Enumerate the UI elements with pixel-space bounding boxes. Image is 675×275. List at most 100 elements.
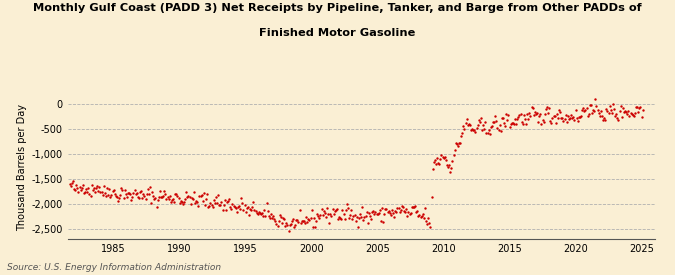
Point (450, 141, 461, 145)
Point (284, 223, 295, 227)
Point (227, 201, 238, 206)
Point (135, 190, 146, 194)
Point (248, 200, 259, 204)
Point (349, 213, 360, 217)
Point (319, 209, 329, 214)
Point (497, 115, 508, 120)
Point (206, 202, 217, 207)
Point (591, 103, 602, 108)
Point (588, 108, 599, 112)
Point (568, 115, 578, 119)
Point (317, 212, 328, 217)
Point (129, 188, 140, 192)
Point (478, 123, 489, 127)
Point (546, 121, 557, 126)
Point (103, 193, 113, 197)
Point (351, 214, 362, 219)
Point (602, 109, 613, 113)
Point (258, 214, 269, 218)
Point (510, 117, 520, 121)
Point (124, 191, 134, 195)
Point (493, 128, 504, 132)
Point (364, 214, 375, 219)
Point (569, 118, 580, 123)
Point (218, 203, 229, 207)
Point (600, 118, 611, 122)
Point (456, 134, 466, 138)
Point (562, 120, 572, 125)
Point (250, 209, 261, 214)
Point (551, 112, 562, 116)
Point (469, 128, 480, 132)
Point (132, 194, 143, 199)
Point (111, 194, 122, 198)
Point (566, 113, 576, 117)
Point (180, 196, 190, 201)
Point (437, 155, 448, 160)
Point (627, 112, 638, 117)
Point (417, 211, 428, 216)
Point (275, 215, 286, 219)
Point (477, 128, 487, 132)
Point (618, 110, 629, 114)
Point (583, 112, 594, 116)
Point (215, 203, 225, 207)
Point (535, 112, 546, 116)
Point (65, 184, 76, 188)
Point (325, 212, 335, 216)
Point (123, 191, 134, 196)
Point (377, 206, 387, 210)
Point (321, 205, 332, 210)
Point (459, 126, 470, 131)
Point (571, 116, 582, 120)
Point (567, 116, 578, 120)
Point (468, 128, 479, 133)
Point (328, 212, 339, 216)
Point (480, 120, 491, 124)
Point (553, 116, 564, 120)
Point (190, 200, 200, 205)
Point (213, 192, 223, 197)
Point (605, 108, 616, 112)
Point (615, 104, 626, 109)
Point (396, 204, 407, 208)
Point (408, 205, 419, 209)
Point (226, 207, 237, 211)
Point (174, 201, 185, 206)
Point (541, 107, 551, 112)
Point (485, 125, 496, 129)
Point (344, 216, 354, 220)
Point (362, 221, 373, 226)
Point (221, 208, 232, 212)
Point (479, 126, 489, 131)
Point (193, 204, 204, 208)
Point (516, 120, 527, 124)
Point (254, 210, 265, 215)
Point (267, 216, 277, 220)
Point (415, 215, 426, 219)
Point (441, 163, 452, 167)
Point (74, 185, 85, 189)
Point (387, 208, 398, 213)
Point (506, 122, 516, 127)
Point (603, 111, 614, 115)
Point (541, 104, 552, 109)
Point (587, 111, 597, 116)
Point (88, 186, 99, 190)
Point (71, 182, 82, 187)
Point (207, 205, 218, 210)
Point (618, 106, 628, 111)
Point (557, 116, 568, 120)
Point (549, 114, 560, 119)
Y-axis label: Thousand Barrels per Day: Thousand Barrels per Day (17, 104, 27, 231)
Point (531, 112, 541, 116)
Point (286, 218, 297, 223)
Point (368, 209, 379, 214)
Point (576, 114, 587, 118)
Point (247, 205, 258, 210)
Point (202, 192, 213, 196)
Point (501, 112, 512, 116)
Point (146, 189, 157, 194)
Point (390, 208, 401, 213)
Point (238, 208, 249, 213)
